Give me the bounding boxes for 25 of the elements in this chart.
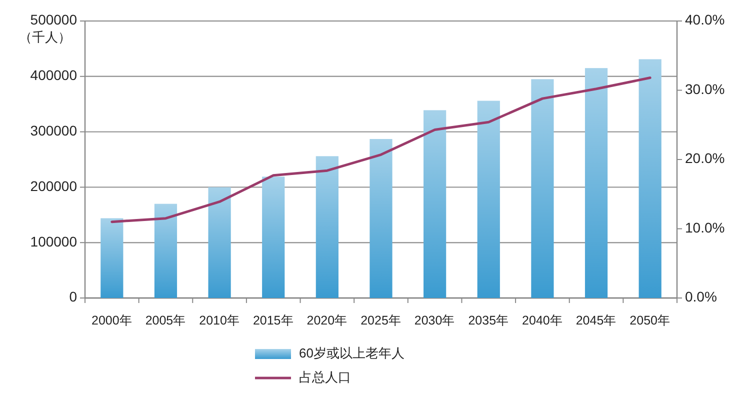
- y2tick: 10.0%: [685, 219, 725, 236]
- xtick: 2015年: [252, 313, 294, 328]
- ytick: 100000: [30, 233, 77, 250]
- y2tick: 30.0%: [685, 80, 725, 97]
- xtick: 2040年: [522, 313, 563, 328]
- ytick: 400000: [30, 67, 77, 84]
- ytick: 200000: [30, 178, 77, 194]
- ylabel: （千人）: [19, 29, 71, 44]
- y2tick: 40.0%: [685, 12, 725, 28]
- legend-label: 占总人口: [299, 369, 351, 384]
- xtick: 2045年: [576, 313, 617, 328]
- xtick: 2010年: [199, 313, 240, 328]
- xtick: 2005年: [145, 313, 186, 328]
- xtick: 2025年: [360, 313, 402, 328]
- xtick: 2000年: [92, 313, 132, 328]
- legend-label: 60岁或以上老年人: [299, 345, 404, 360]
- ytick: 300000: [30, 122, 77, 138]
- xtick: 2020年: [306, 313, 348, 328]
- xtick: 2035年: [468, 313, 510, 328]
- ytick: 0: [69, 288, 77, 305]
- y2tick: 0.0%: [685, 288, 717, 305]
- xtick: 2030年: [414, 313, 456, 328]
- xtick: 2050年: [630, 313, 670, 328]
- y2tick: 20.0%: [685, 150, 725, 166]
- ytick: 500000: [30, 12, 77, 28]
